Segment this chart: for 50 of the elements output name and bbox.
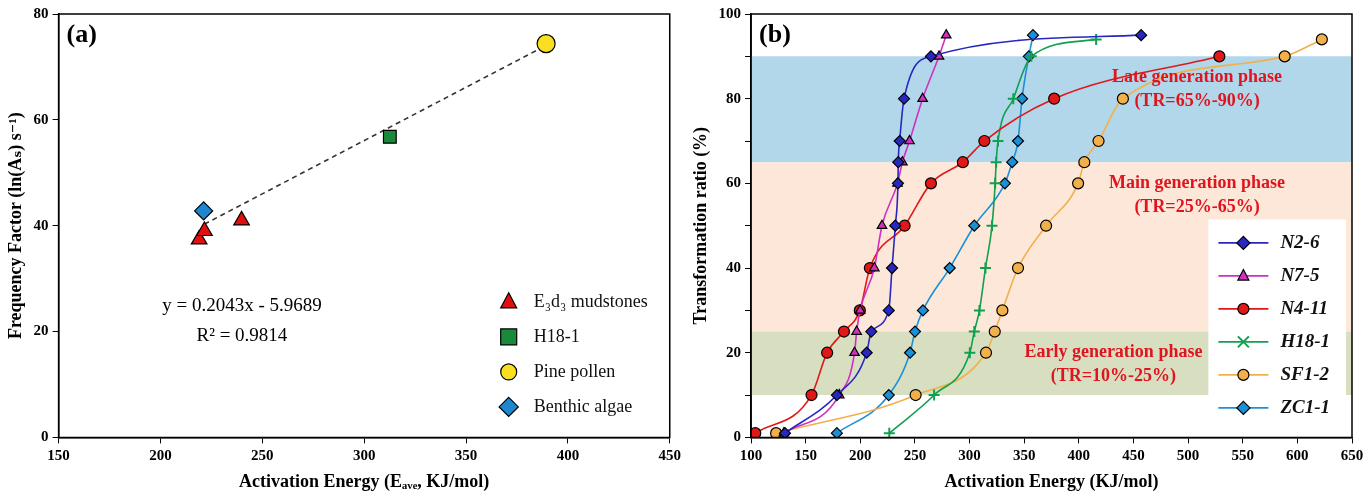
y-tick-label: 20 — [33, 322, 49, 339]
x-tick-label: 300 — [352, 447, 376, 464]
y-tick-label: 20 — [726, 343, 742, 360]
legend-label: E₃d₃ mudstones — [533, 290, 648, 311]
y-tick-label: 40 — [33, 216, 49, 233]
x-tick-label: 250 — [251, 447, 274, 464]
x-tick-label: 350 — [1012, 447, 1036, 464]
x-tick-label: 500 — [1176, 447, 1200, 464]
x-tick-label: 350 — [454, 447, 478, 464]
x-axis-title: Activation Energy (Eₐᵥₑ, KJ/mol) — [239, 470, 490, 492]
x-tick-label: 450 — [658, 447, 681, 464]
annotation: R² = 0.9814 — [196, 324, 288, 346]
y-tick-label: 60 — [33, 110, 49, 127]
legend-label: N7-5 — [1279, 263, 1320, 285]
x-tick-label: 550 — [1231, 447, 1254, 464]
x-tick-label: 400 — [1067, 447, 1091, 464]
legend-label: Pine pollen — [533, 360, 616, 381]
y-axis-title: Frequency Factor (ln(Aₛ) s⁻¹) — [5, 112, 27, 340]
legend-label: ZC1-1 — [1279, 395, 1330, 417]
x-tick-label: 200 — [149, 447, 172, 464]
legend-label: N2-6 — [1279, 230, 1320, 252]
legend-label: H18-1 — [1279, 329, 1330, 351]
x-tick-label: 150 — [794, 447, 817, 464]
y-tick-label: 60 — [726, 174, 742, 191]
y-axis-title: Transformation ratio (%) — [690, 126, 712, 325]
legend-label: Benthic algae — [533, 395, 633, 416]
band-label: Main generation phase (TR=25%-65%) — [1108, 171, 1286, 217]
legend-label: SF1-2 — [1280, 362, 1330, 384]
annotation: y = 0.2043x - 5.9689 — [162, 294, 322, 316]
x-tick-label: 300 — [958, 447, 981, 464]
y-tick-label: 0 — [41, 428, 49, 445]
x-tick-label: 400 — [556, 447, 580, 464]
y-tick-label: 100 — [718, 4, 742, 21]
legend-label: H18-1 — [533, 325, 580, 346]
x-tick-label: 600 — [1286, 447, 1309, 464]
x-tick-label: 250 — [903, 447, 927, 464]
chart-title: (a) — [66, 18, 97, 48]
chart-title: (b) — [759, 18, 791, 48]
x-tick-label: 200 — [849, 447, 872, 464]
y-tick-label: 40 — [726, 258, 742, 275]
x-tick-label: 450 — [1122, 447, 1145, 464]
y-tick-label: 80 — [726, 89, 742, 106]
legend-label: N4-11 — [1279, 296, 1328, 318]
y-tick-label: 0 — [733, 428, 742, 445]
x-tick-label: 150 — [47, 447, 70, 464]
band-label: Early generation phase (TR=10%-25%) — [1024, 341, 1203, 387]
x-tick-label: 650 — [1340, 447, 1364, 464]
x-tick-label: 100 — [739, 447, 763, 464]
x-axis-title: Activation Energy (KJ/mol) — [944, 470, 1159, 492]
y-tick-label: 80 — [33, 4, 49, 21]
